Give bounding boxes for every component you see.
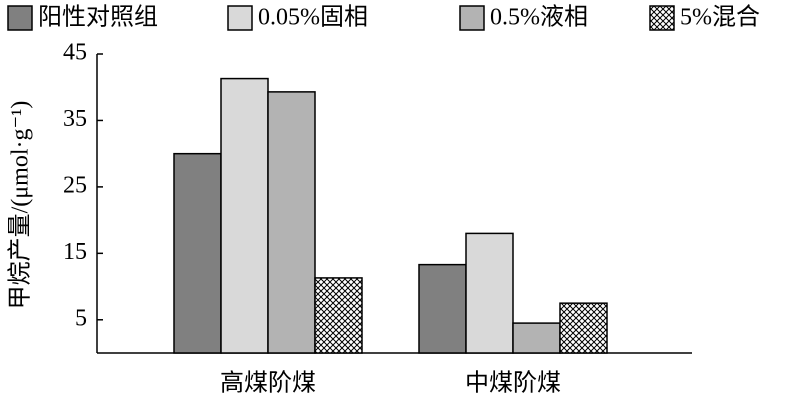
y-tick-label: 25 [63, 172, 87, 198]
legend-swatch [227, 5, 253, 31]
y-tick-label: 15 [63, 239, 87, 265]
y-axis-label: 甲烷产量/(μmol·g⁻¹) [7, 101, 34, 310]
legend-swatch [649, 5, 675, 31]
legend-swatch [7, 5, 33, 31]
bar [267, 91, 316, 354]
bar [173, 152, 222, 354]
bar [220, 77, 269, 354]
legend-swatch [459, 5, 485, 31]
bar [314, 277, 363, 354]
legend-label: 阳性对照组 [38, 4, 158, 31]
bar [465, 232, 514, 354]
x-tick-label: 中煤阶煤 [465, 370, 561, 397]
x-tick-label: 高煤阶煤 [220, 370, 316, 397]
y-tick-label: 45 [63, 40, 87, 66]
y-tick-label: 35 [63, 106, 87, 132]
legend-label: 0.5%液相 [490, 4, 588, 31]
bar [512, 322, 561, 354]
bar [418, 263, 467, 354]
legend-label: 5%混合 [680, 4, 760, 31]
legend-label: 0.05%固相 [258, 4, 368, 31]
bar [559, 302, 608, 354]
y-tick-label: 5 [75, 305, 87, 331]
